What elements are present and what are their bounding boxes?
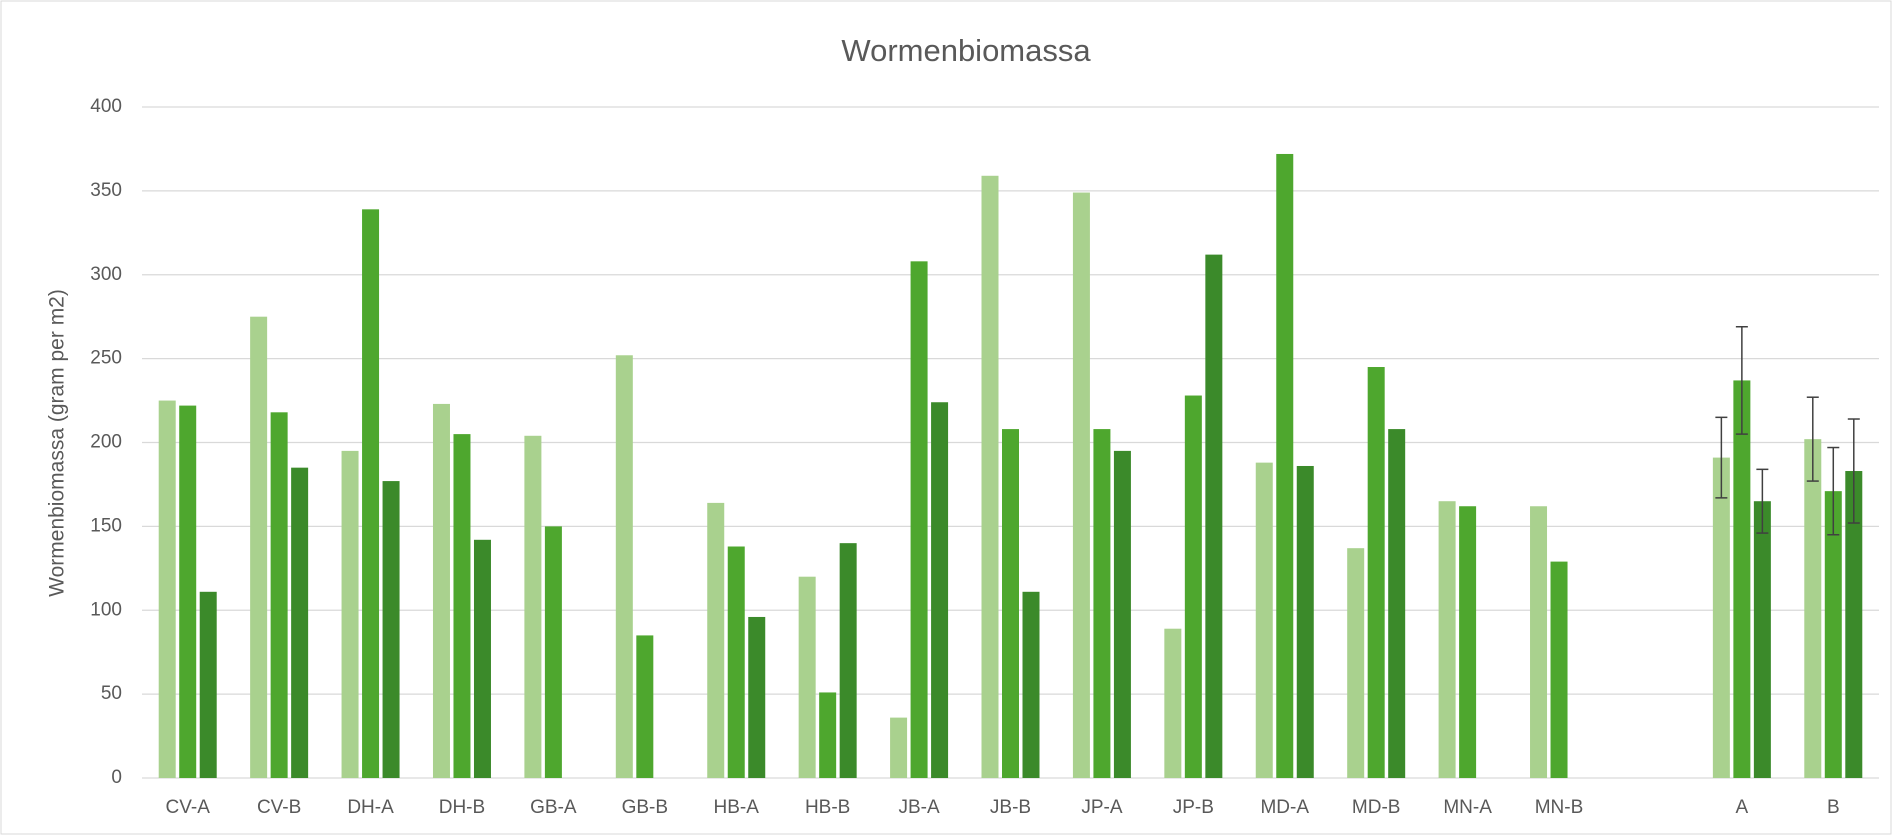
bar bbox=[890, 717, 908, 778]
bar bbox=[798, 576, 816, 778]
bar bbox=[432, 403, 450, 778]
x-tick-label: MN-B bbox=[1535, 797, 1584, 818]
bar bbox=[1459, 506, 1477, 778]
x-tick-label: JP-A bbox=[1081, 797, 1123, 818]
error-bar bbox=[1756, 468, 1769, 534]
bar bbox=[524, 435, 542, 778]
bar bbox=[1255, 462, 1273, 778]
x-tick-label: CV-A bbox=[166, 797, 211, 818]
bar bbox=[931, 402, 949, 778]
y-tick-label: 50 bbox=[101, 683, 122, 704]
y-axis-label: Wormenbiomassa (gram per m2) bbox=[46, 289, 69, 597]
bar bbox=[819, 692, 837, 778]
bar bbox=[727, 546, 745, 778]
x-tick-label: A bbox=[1736, 797, 1749, 818]
error-bar bbox=[1735, 326, 1748, 435]
bar bbox=[1804, 439, 1822, 778]
x-tick-label: GB-B bbox=[622, 797, 668, 818]
bar bbox=[270, 412, 288, 778]
y-tick-label: 150 bbox=[90, 515, 122, 536]
bar bbox=[1022, 591, 1040, 778]
bar bbox=[1530, 506, 1548, 778]
bar bbox=[453, 434, 471, 778]
bar bbox=[1276, 153, 1294, 779]
y-tick-label: 200 bbox=[90, 432, 122, 453]
bar bbox=[615, 355, 633, 778]
x-tick-label: JB-A bbox=[898, 797, 940, 818]
x-tick-label: DH-B bbox=[439, 797, 485, 818]
x-tick-label: JB-B bbox=[990, 797, 1031, 818]
bar bbox=[839, 543, 857, 778]
y-tick-label: 100 bbox=[90, 599, 122, 620]
x-tick-label: MN-A bbox=[1443, 797, 1492, 818]
bar bbox=[1753, 501, 1771, 778]
y-tick-label: 300 bbox=[90, 264, 122, 285]
bar bbox=[1347, 548, 1365, 778]
bar bbox=[362, 209, 380, 778]
bar bbox=[1388, 429, 1406, 778]
bar bbox=[250, 316, 268, 778]
bar bbox=[1438, 501, 1456, 778]
bar bbox=[544, 526, 562, 778]
bar bbox=[1002, 429, 1019, 778]
chart-title: Wormenbiomassa bbox=[841, 33, 1091, 68]
bar bbox=[1205, 254, 1223, 778]
x-tick-label: HB-B bbox=[805, 797, 850, 818]
bar bbox=[707, 502, 725, 778]
error-bar bbox=[1806, 396, 1819, 482]
y-tick-label: 0 bbox=[111, 767, 122, 788]
bar bbox=[1296, 465, 1314, 778]
bar bbox=[199, 591, 217, 778]
x-tick-label: MD-A bbox=[1260, 797, 1309, 818]
bar bbox=[291, 467, 309, 778]
bar bbox=[981, 175, 999, 779]
y-tick-label: 400 bbox=[90, 96, 122, 117]
bar bbox=[1845, 471, 1863, 778]
bar bbox=[748, 616, 766, 778]
error-bar bbox=[1847, 418, 1860, 524]
y-tick-label: 250 bbox=[90, 348, 122, 369]
x-tick-label: GB-A bbox=[530, 797, 577, 818]
bar bbox=[1093, 429, 1111, 778]
bar bbox=[1164, 628, 1182, 778]
x-tick-label: MD-B bbox=[1352, 797, 1401, 818]
bar bbox=[1072, 192, 1090, 779]
y-tick-label: 350 bbox=[90, 180, 122, 201]
x-tick-label: DH-A bbox=[347, 797, 394, 818]
bar bbox=[910, 261, 928, 779]
bar bbox=[1824, 491, 1842, 778]
bar bbox=[636, 635, 654, 778]
bar bbox=[341, 450, 359, 778]
bar bbox=[382, 481, 400, 778]
bar bbox=[1712, 457, 1730, 778]
x-tick-label: B bbox=[1827, 797, 1840, 818]
error-bar bbox=[1827, 446, 1840, 536]
x-tick-label: HB-A bbox=[714, 797, 760, 818]
bar bbox=[1184, 395, 1202, 778]
bar bbox=[158, 400, 176, 778]
bar bbox=[1733, 380, 1751, 778]
bar bbox=[1550, 561, 1568, 778]
bar bbox=[1113, 450, 1131, 778]
bar bbox=[179, 405, 197, 778]
bar bbox=[473, 539, 491, 778]
x-tick-label: CV-B bbox=[257, 797, 301, 818]
bar bbox=[1367, 367, 1385, 778]
error-bar bbox=[1715, 416, 1728, 499]
x-tick-label: JP-B bbox=[1173, 797, 1214, 818]
